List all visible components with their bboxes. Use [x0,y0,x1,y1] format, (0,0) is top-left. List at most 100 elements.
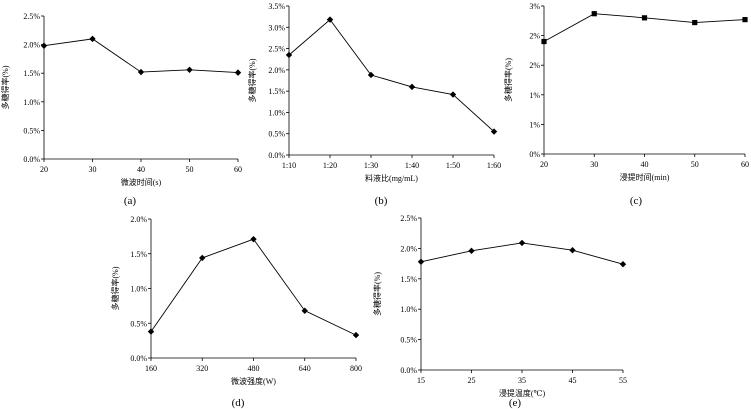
y-tick-label: 2% [529,61,540,70]
x-tick-label: 800 [350,364,362,373]
data-point [417,258,425,265]
y-tick-label: 2.0% [400,244,417,253]
y-tick-label: 0.0% [23,155,40,164]
y-tick-label: 2% [529,32,540,41]
y-axis-title: 多糖得率(%) [0,65,10,109]
y-axis-title: 多糖得率(%) [372,272,382,316]
data-point [490,128,498,135]
x-tick-label: 40 [641,160,649,169]
x-tick-label: 55 [619,376,627,385]
chart-e: 0.0% 0.5% 1.0% 1.5% 2.0% 2.5% 15 25 35 45 55 浸提温度(℃… [372,214,627,409]
panel-label: (a) [124,195,137,207]
data-point [301,307,308,314]
y-tick-label: 3.5% [268,2,285,11]
y-tick-label: 0.5% [23,126,40,135]
x-tick-label: 20 [40,165,48,174]
x-tick-label: 480 [248,364,260,373]
chart-c: 0% 1% 1% 2% 2% 3% 20 30 40 50 60 浸提时间(min) 多糖得率(%) (c… [503,2,749,207]
y-tick-label: 1% [529,120,540,129]
data-point [89,35,96,43]
data-point [641,15,648,21]
x-tick-label: 50 [691,160,699,169]
x-tick-label: 320 [196,364,208,373]
x-axis-title: 浸提时间(min) [620,172,670,182]
data-point [569,247,576,254]
x-tick-label: 20 [540,160,548,169]
data-point [692,19,698,26]
data-point [40,42,48,49]
data-point [352,331,360,339]
x-tick-label: 30 [89,165,97,174]
y-axis-title: 多糖得率(%) [247,58,257,102]
data-point [186,66,193,73]
chart-a: 0.0% 0.5% 1.0% 1.5% 2.0% 2.5% 20 30 40 50 60 微波时间(s… [0,12,242,207]
x-tick-label: 1:60 [487,161,501,170]
data-point [285,51,293,59]
x-tick-label: 1:50 [446,161,460,170]
data-point [234,69,242,76]
y-tick-label: 3% [529,2,540,11]
x-tick-label: 1:40 [405,161,419,170]
chart-d: 0.0% 0.5% 1.0% 1.5% 2.0% 160 320 480 640 800 微波强度(… [110,215,362,409]
panel-label: (b) [375,195,388,207]
data-point [518,239,526,247]
y-tick-label: 1% [529,91,540,100]
x-axis-title: 微波强度(W) [231,376,276,386]
y-tick-label: 1.0% [400,305,417,314]
y-tick-label: 2.5% [400,214,417,223]
x-tick-label: 160 [145,364,157,373]
data-point [449,91,457,98]
x-tick-label: 45 [569,376,577,385]
y-tick-label: 1.5% [400,275,417,284]
x-tick-label: 60 [741,160,749,169]
y-tick-label: 0.0% [400,366,417,375]
y-tick-label: 1.5% [268,87,285,96]
y-tick-label: 2.0% [23,41,40,50]
y-tick-label: 0.5% [130,319,147,328]
series-line [43,38,239,74]
y-tick-label: 3.0% [268,23,285,32]
x-axis-title: 微波时间(s) [121,177,162,187]
data-point [367,71,375,79]
panel-label: (d) [232,397,245,409]
y-tick-label: 2.0% [268,66,285,75]
data-point [199,254,206,262]
data-point [541,38,547,45]
x-tick-label: 60 [234,165,242,174]
y-axis-title: 多糖得率(%) [110,266,120,310]
x-tick-label: 25 [468,376,476,385]
y-tick-label: 1.0% [268,108,285,117]
x-tick-label: 15 [417,376,425,385]
data-point [250,235,257,243]
x-tick-label: 1:20 [323,161,337,170]
y-tick-label: 0.0% [268,151,285,160]
panel-label: (c) [630,195,643,207]
y-axis-title: 多糖得率(%) [503,58,513,102]
panel-label: (e) [509,397,522,409]
y-tick-label: 0.5% [268,130,285,139]
y-tick-label: 1.0% [23,98,40,107]
x-tick-label: 1:10 [282,161,296,170]
chart-b: 0.0% 0.5% 1.0% 1.5% 2.0% 2.5% 3.0% 3.5% 1:10 1:20… [247,2,501,207]
data-point [137,68,145,76]
series-line [288,18,495,132]
y-tick-label: 2.5% [23,12,40,21]
data-point [468,247,475,255]
data-point [326,16,334,23]
x-tick-label: 640 [299,364,311,373]
x-tick-label: 30 [590,160,598,169]
x-tick-label: 40 [137,165,145,174]
y-tick-label: 2.5% [268,45,285,54]
y-tick-label: 0% [529,150,540,159]
y-tick-label: 0.0% [130,354,147,363]
data-point [742,17,748,23]
x-axis-title: 料液比(mg/mL) [365,173,418,183]
data-point [408,83,416,91]
x-tick-label: 35 [518,376,526,385]
data-point [147,328,155,335]
y-tick-label: 2.0% [130,215,147,224]
x-axis-title: 浸提温度(℃) [499,388,546,398]
series-line [150,238,357,336]
x-tick-label: 50 [186,165,194,174]
